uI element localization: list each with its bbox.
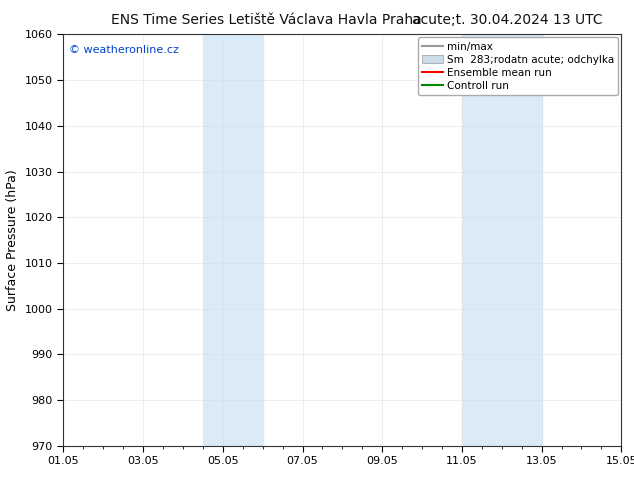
- Bar: [462, 34, 482, 446]
- Text: acute;t. 30.04.2024 13 UTC: acute;t. 30.04.2024 13 UTC: [412, 13, 602, 27]
- Text: © weatheronline.cz: © weatheronline.cz: [69, 45, 179, 54]
- Legend: min/max, Sm  283;rodatn acute; odchylka, Ensemble mean run, Controll run: min/max, Sm 283;rodatn acute; odchylka, …: [418, 37, 618, 95]
- Text: ENS Time Series Letiště Václava Havla Praha: ENS Time Series Letiště Václava Havla Pr…: [111, 13, 422, 27]
- Bar: [223, 34, 262, 446]
- Bar: [203, 34, 223, 446]
- Bar: [482, 34, 541, 446]
- Y-axis label: Surface Pressure (hPa): Surface Pressure (hPa): [6, 169, 19, 311]
